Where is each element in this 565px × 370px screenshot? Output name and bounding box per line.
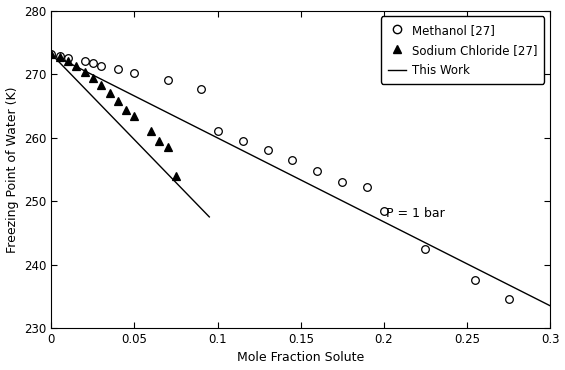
Sodium Chloride [27]	[131, 114, 138, 118]
Methanol [27]	[364, 185, 371, 189]
Methanol [27]	[472, 278, 479, 283]
Sodium Chloride [27]	[164, 145, 171, 149]
Sodium Chloride [27]	[81, 69, 88, 74]
X-axis label: Mole Fraction Solute: Mole Fraction Solute	[237, 352, 364, 364]
Sodium Chloride [27]	[48, 52, 55, 56]
Sodium Chloride [27]	[123, 108, 129, 112]
Sodium Chloride [27]	[173, 174, 180, 178]
Sodium Chloride [27]	[106, 91, 113, 95]
Sodium Chloride [27]	[156, 138, 163, 143]
Methanol [27]	[289, 158, 296, 162]
Methanol [27]	[98, 64, 105, 68]
Methanol [27]	[48, 52, 55, 56]
Methanol [27]	[214, 129, 221, 134]
Methanol [27]	[131, 71, 138, 75]
Line: Sodium Chloride [27]: Sodium Chloride [27]	[47, 50, 180, 180]
Sodium Chloride [27]	[56, 55, 63, 59]
Methanol [27]	[264, 148, 271, 152]
Methanol [27]	[81, 59, 88, 64]
Methanol [27]	[505, 297, 512, 302]
Methanol [27]	[314, 168, 321, 173]
Sodium Chloride [27]	[147, 129, 154, 134]
Line: Methanol [27]: Methanol [27]	[47, 50, 512, 303]
Methanol [27]	[422, 246, 429, 251]
Methanol [27]	[380, 208, 387, 213]
Methanol [27]	[56, 53, 63, 58]
Text: P = 1 bar: P = 1 bar	[385, 207, 444, 220]
Sodium Chloride [27]	[64, 58, 71, 63]
Methanol [27]	[64, 56, 71, 60]
Sodium Chloride [27]	[98, 83, 105, 87]
Methanol [27]	[115, 67, 121, 71]
Methanol [27]	[198, 87, 205, 91]
Methanol [27]	[89, 61, 96, 65]
Legend: Methanol [27], Sodium Chloride [27], This Work: Methanol [27], Sodium Chloride [27], Thi…	[381, 16, 544, 84]
Methanol [27]	[164, 78, 171, 83]
Sodium Chloride [27]	[73, 64, 80, 68]
Methanol [27]	[339, 180, 346, 184]
Sodium Chloride [27]	[89, 75, 96, 80]
Methanol [27]	[239, 138, 246, 143]
Y-axis label: Freezing Point of Water (K): Freezing Point of Water (K)	[6, 86, 19, 253]
Sodium Chloride [27]	[115, 99, 121, 104]
